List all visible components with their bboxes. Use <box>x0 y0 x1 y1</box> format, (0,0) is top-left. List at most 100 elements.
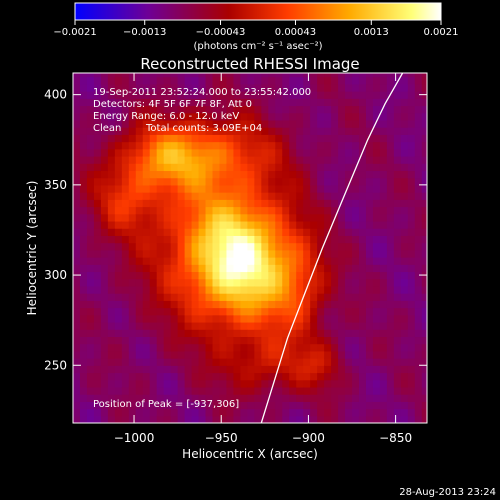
heatmap-cell <box>400 235 409 244</box>
heatmap-cell <box>331 264 339 273</box>
heatmap-cell <box>107 264 116 273</box>
heatmap-cell <box>393 408 402 417</box>
heatmap-cell <box>93 408 102 417</box>
heatmap-cell <box>275 300 283 309</box>
heatmap-cell <box>365 285 374 294</box>
heatmap-cell <box>170 350 179 359</box>
heatmap-cell <box>352 293 360 301</box>
heatmap-cell <box>407 285 416 294</box>
heatmap-cell <box>324 73 332 78</box>
heatmap-cell <box>233 105 242 114</box>
heatmap-cell <box>372 83 381 92</box>
heatmap-cell <box>254 141 262 150</box>
heatmap-cell <box>100 249 109 258</box>
heatmap-cell <box>184 206 193 215</box>
heatmap-cell <box>219 350 228 359</box>
heatmap-cell <box>149 278 158 287</box>
heatmap-cell <box>358 141 367 150</box>
heatmap-cell <box>247 170 255 179</box>
heatmap-cell <box>100 278 109 287</box>
heatmap-cell <box>338 336 346 345</box>
heatmap-cell <box>198 119 207 128</box>
heatmap-cell <box>73 155 81 164</box>
heatmap-cell <box>338 170 346 179</box>
heatmap-cell <box>414 148 423 157</box>
heatmap-cell <box>128 293 137 301</box>
heatmap-cell <box>128 177 137 186</box>
heatmap-cell <box>142 220 151 229</box>
heatmap-cell <box>205 350 214 359</box>
heatmap-cell <box>73 365 81 374</box>
heatmap-cell <box>212 91 221 99</box>
heatmap-cell <box>226 257 235 265</box>
heatmap-cell <box>149 76 158 85</box>
heatmap-cell <box>163 163 172 172</box>
heatmap-cell <box>170 76 179 85</box>
heatmap-cell <box>261 257 269 265</box>
heatmap-cell <box>296 278 304 287</box>
heatmap-cell <box>421 119 427 128</box>
heatmap-cell <box>254 329 262 338</box>
heatmap-cell <box>142 91 151 99</box>
heatmap-cell <box>400 415 409 423</box>
heatmap-cell <box>177 83 186 92</box>
heatmap-cell <box>205 213 214 222</box>
heatmap-cell <box>372 177 381 186</box>
heatmap-cell <box>184 257 193 265</box>
heatmap-cell <box>170 264 179 273</box>
heatmap-cell <box>393 257 402 265</box>
heatmap-cell <box>184 134 193 143</box>
heatmap-cell <box>205 177 214 186</box>
heatmap-cell <box>240 134 248 143</box>
heatmap-cell <box>414 76 423 85</box>
heatmap-cell <box>324 408 332 417</box>
heatmap-cell <box>254 278 262 287</box>
heatmap-cell <box>142 192 151 200</box>
heatmap-cell <box>372 141 381 150</box>
heatmap-cell <box>421 379 427 388</box>
heatmap-cell <box>317 184 325 193</box>
heatmap-cell <box>163 321 172 330</box>
heatmap-cell <box>73 343 81 352</box>
heatmap-cell <box>386 321 395 330</box>
heatmap-cell <box>107 285 116 294</box>
heatmap-cell <box>393 343 402 352</box>
heatmap-cell <box>198 127 207 135</box>
heatmap-cell <box>240 249 248 258</box>
heatmap-cell <box>184 394 193 402</box>
heatmap-cell <box>268 249 276 258</box>
heatmap-cell <box>198 76 207 85</box>
heatmap-cell <box>352 83 360 92</box>
heatmap-cell <box>358 249 367 258</box>
heatmap-cell <box>142 177 151 186</box>
y-tick-label: 250 <box>44 358 67 372</box>
heatmap-cell <box>400 271 409 280</box>
heatmap-cell <box>421 220 427 229</box>
heatmap-cell <box>247 112 255 121</box>
heatmap-cell <box>400 206 409 215</box>
heatmap-cell <box>254 336 262 345</box>
heatmap-cell <box>352 73 360 78</box>
heatmap-cell <box>275 386 283 395</box>
heatmap-cell <box>414 386 423 395</box>
heatmap-cell <box>184 199 193 208</box>
heatmap-cell <box>338 83 346 92</box>
heatmap-cell <box>268 112 276 121</box>
heatmap-cell <box>114 257 123 265</box>
heatmap-cell <box>407 220 416 229</box>
heatmap-cell <box>219 220 228 229</box>
heatmap-cell <box>247 329 255 338</box>
heatmap-cell <box>282 415 290 423</box>
heatmap-cell <box>191 228 200 236</box>
heatmap-cell <box>358 242 367 251</box>
heatmap-cell <box>233 98 242 107</box>
heatmap-cell <box>73 394 81 402</box>
heatmap-cell <box>191 127 200 135</box>
heatmap-cell <box>289 300 297 309</box>
heatmap-cell <box>163 242 172 251</box>
detectors-annotation: Detectors: 4F 5F 6F 7F 8F, Att 0 <box>93 99 252 110</box>
heatmap-cell <box>205 285 214 294</box>
heatmap-cell <box>240 192 248 200</box>
heatmap-cell <box>86 307 95 316</box>
heatmap-cell <box>372 76 381 85</box>
